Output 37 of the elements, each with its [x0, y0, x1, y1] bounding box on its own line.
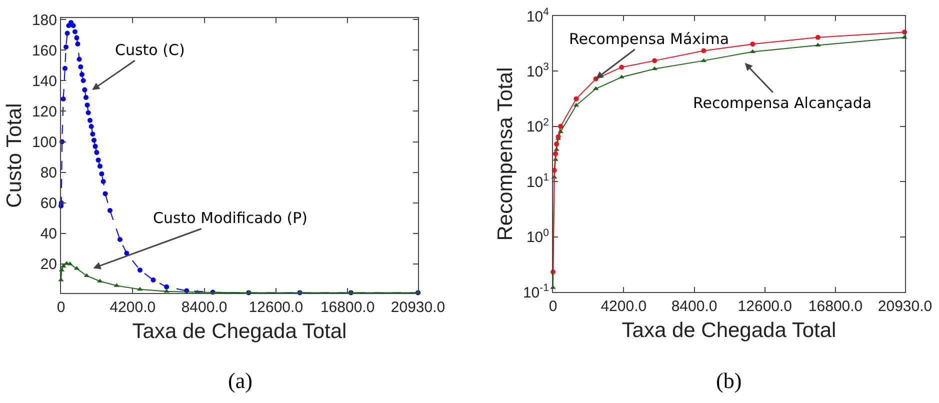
y-tick-label: 80: [40, 164, 57, 182]
x-tick-label: 8400.0: [671, 298, 718, 315]
y-tick-label: 10$^{3}$: [526, 61, 550, 80]
y-axis-title: Recompensa Total: [494, 67, 518, 241]
y-axis-title: Custo Total: [3, 103, 26, 208]
x-tick-label: 0: [56, 299, 66, 316]
annotation: Recompensa Máxima: [569, 30, 730, 48]
y-tick-label: 140: [32, 72, 57, 90]
annotation: Custo Modificado (P): [153, 209, 308, 227]
y-tick-label: 10$^{2}$: [526, 116, 550, 136]
y-tick-label: 10$^{0}$: [526, 226, 550, 246]
y-tick-label: 160: [32, 42, 57, 60]
y-tick-label: 10$^{4}$: [526, 6, 550, 26]
text: (b): [716, 368, 742, 393]
annotation: Recompensa Alcançada: [693, 94, 872, 112]
x-tick-label: 4200.0: [600, 298, 647, 315]
x-tick-label: 16800.0: [320, 299, 375, 316]
y-tick-label: 180: [32, 12, 57, 29]
y-tick-label: 10$^{1}$: [526, 172, 550, 191]
y-tick-label: 10$^{-1}$: [522, 282, 550, 302]
y-tick-label: 100: [32, 134, 57, 151]
x-tick-label: 12600.0: [738, 298, 792, 315]
x-tick-label: 16800.0: [808, 298, 863, 315]
y-tick-label: 120: [32, 103, 57, 120]
x-tick-label: 20930.0: [878, 298, 932, 315]
x-tick-label: 20930.0: [390, 299, 446, 316]
y-tick-label: 60: [40, 195, 57, 212]
y-tick-label: 20: [40, 256, 57, 274]
x-axis-title: Taxa de Chegada Total: [132, 320, 347, 344]
x-axis-title: Taxa de Chegada Total: [622, 319, 836, 342]
annotation: Custo (C): [115, 41, 185, 59]
x-tick-label: 12600.0: [248, 299, 304, 316]
text: (a): [228, 368, 252, 393]
x-tick-label: 8400.0: [181, 299, 228, 316]
x-tick-label: 0: [548, 298, 558, 315]
x-tick-label: 4200.0: [110, 299, 156, 316]
y-tick-label: 40: [40, 226, 57, 243]
